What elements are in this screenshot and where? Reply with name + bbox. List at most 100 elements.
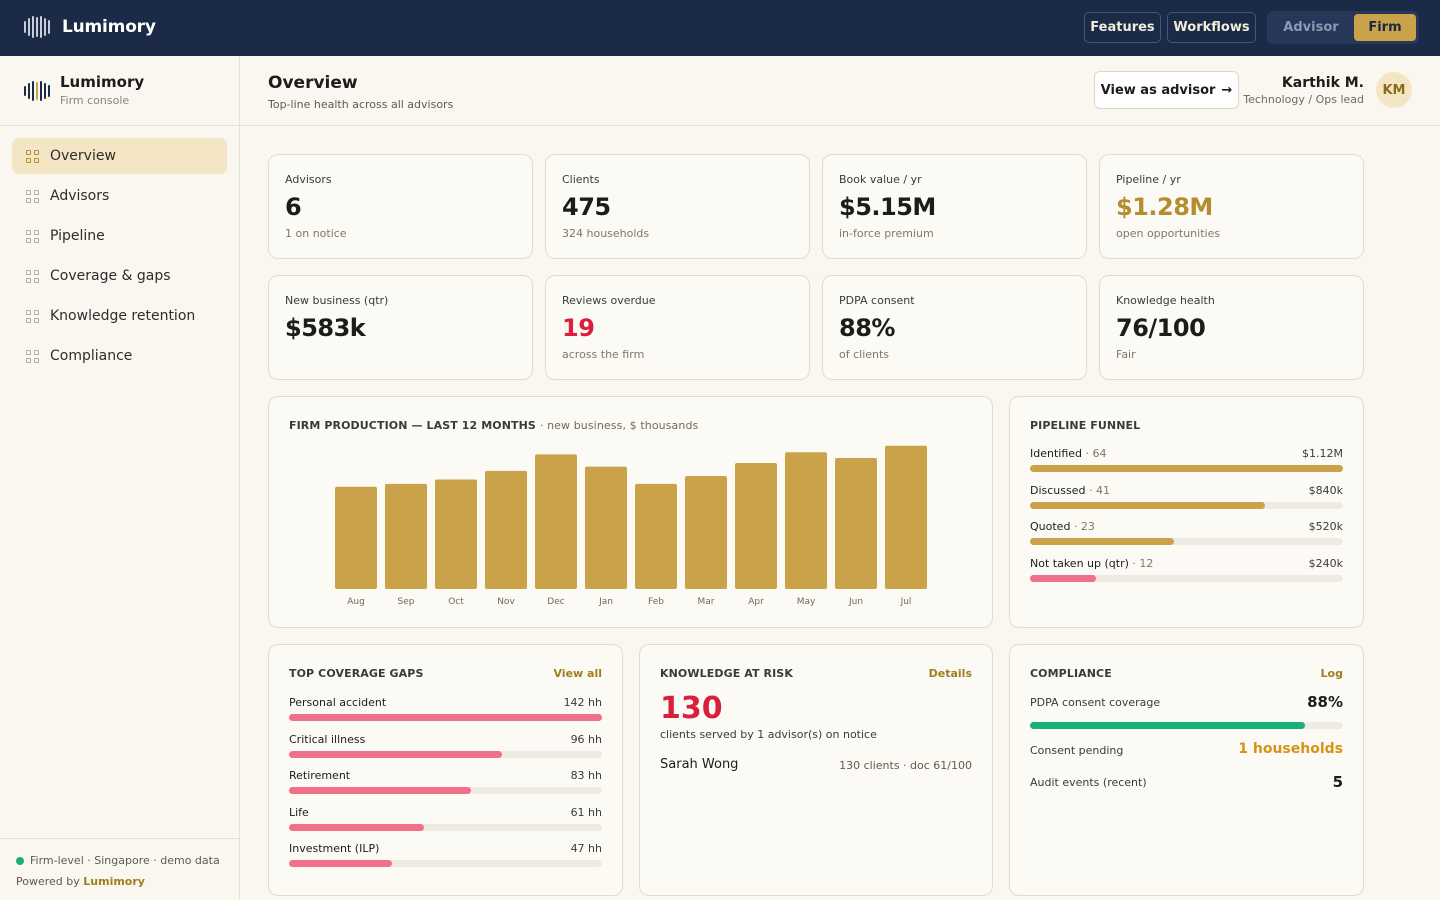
mode-switch: Advisor Firm (1267, 11, 1419, 44)
kpi-card-pipeline[interactable]: Pipeline / yr $1.28M open opportunities (1099, 154, 1364, 259)
sidebar-item-advisors[interactable]: Advisors (12, 178, 227, 214)
sidebar: Lumimory Firm console Overview Advisors … (0, 56, 240, 900)
advisor-name[interactable]: Sarah Wong (660, 757, 739, 772)
mode-advisor-tab[interactable]: Advisor (1283, 20, 1339, 35)
gaps-view-all-link[interactable]: View all (553, 667, 602, 680)
funnel-stage-label: Quoted · 23 (1030, 520, 1095, 533)
kpi-value: 475 (562, 193, 611, 221)
bar-jun[interactable] (835, 457, 877, 589)
gap-value: 142 hh (563, 696, 602, 709)
coverage-gaps-card: TOP COVERAGE GAPS View all Personal acci… (268, 644, 623, 896)
production-title-text: FIRM PRODUCTION — LAST 12 MONTHS (289, 419, 536, 432)
compliance-card: COMPLIANCE Log PDPA consent coverage 88%… (1009, 644, 1364, 896)
compliance-title: COMPLIANCE (1030, 667, 1112, 680)
sidebar-logo-icon (24, 80, 50, 102)
funnel-title: PIPELINE FUNNEL (1030, 419, 1141, 432)
view-as-advisor-label: View as advisor (1100, 82, 1216, 98)
view-as-advisor-button[interactable]: View as advisor → (1094, 71, 1239, 109)
row-label-text: Investment (ILP) (289, 842, 380, 855)
bar-jan[interactable] (585, 466, 627, 589)
gap-label: Investment (ILP) (289, 842, 379, 855)
production-chart-title: FIRM PRODUCTION — LAST 12 MONTHS · new b… (289, 419, 698, 432)
logo-icon (24, 16, 50, 38)
kpi-card-knowledge-health[interactable]: Knowledge health 76/100 Fair (1099, 275, 1364, 380)
row-label-text: Personal accident (289, 696, 387, 709)
gap-value: 47 hh (570, 842, 602, 855)
bar-aug[interactable] (335, 486, 377, 589)
kpi-value: 19 (562, 314, 595, 342)
row-label-text: Discussed (1030, 483, 1086, 497)
bar-sep[interactable] (385, 483, 427, 589)
funnel-stage-label: Not taken up (qtr) · 12 (1030, 557, 1153, 570)
top-bar: Lumimory Features Workflows Advisor Firm (0, 0, 1440, 56)
sidebar-item-overview[interactable]: Overview (12, 138, 227, 174)
row-count-text: · 12 (1132, 556, 1154, 570)
kpi-card-advisors[interactable]: Advisors 6 1 on notice (268, 154, 533, 259)
bar-apr[interactable] (735, 463, 777, 589)
tick-label: Oct (448, 597, 464, 607)
bar-jul[interactable] (885, 445, 927, 589)
sidebar-item-label: Compliance (50, 348, 133, 364)
kpi-card-reviews-overdue[interactable]: Reviews overdue 19 across the firm (545, 275, 810, 380)
sidebar-item-label: Overview (50, 148, 116, 164)
kpi-label: Reviews overdue (562, 294, 656, 307)
sidebar-item-label: Pipeline (50, 228, 105, 244)
workflows-button[interactable]: Workflows (1167, 12, 1256, 43)
bar-may[interactable] (785, 452, 827, 589)
kpi-card-book-value[interactable]: Book value / yr $5.15M in-force premium (822, 154, 1087, 259)
kpi-card-pdpa-consent[interactable]: PDPA consent 88% of clients (822, 275, 1087, 380)
sidebar-item-coverage[interactable]: Coverage & gaps (12, 258, 227, 294)
features-button[interactable]: Features (1084, 12, 1161, 43)
risk-details-link[interactable]: Details (928, 667, 972, 680)
sidebar-item-label: Advisors (50, 188, 110, 204)
brand[interactable]: Lumimory (24, 16, 156, 38)
kpi-value: 88% (839, 314, 895, 342)
bar-mar[interactable] (685, 475, 727, 589)
kpi-sub: 1 on notice (285, 227, 347, 240)
progress-track (1030, 574, 1343, 582)
kpi-sub: open opportunities (1116, 227, 1221, 240)
avatar[interactable]: KM (1376, 72, 1412, 108)
grid-icon (26, 309, 39, 323)
audit-events-label: Audit events (recent) (1030, 776, 1147, 789)
progress-fill (289, 714, 602, 721)
kpi-sub: of clients (839, 348, 890, 361)
tick-label: Sep (398, 597, 415, 607)
kpi-card-new-business[interactable]: New business (qtr) $583k (268, 275, 533, 380)
tick-label: Dec (547, 597, 564, 607)
kpi-value: 6 (285, 193, 302, 221)
progress-track (289, 714, 602, 721)
bar-nov[interactable] (485, 470, 527, 589)
sidebar-footer: Firm-level · Singapore · demo data Power… (0, 838, 239, 900)
bar-dec[interactable] (535, 454, 577, 589)
pipeline-funnel-card: PIPELINE FUNNEL Identified · 64 $1.12M Dis… (1009, 396, 1364, 628)
mode-firm-tab[interactable]: Firm (1354, 14, 1416, 41)
bar-feb[interactable] (635, 483, 677, 589)
tick-label: Feb (648, 597, 664, 607)
kpi-label: Clients (562, 173, 600, 186)
sidebar-item-pipeline[interactable]: Pipeline (12, 218, 227, 254)
arrow-right-icon: → (1221, 82, 1233, 98)
sidebar-item-compliance[interactable]: Compliance (12, 338, 227, 374)
production-subtitle-text: · new business, $ thousands (539, 419, 699, 432)
row-label-text: Retirement (289, 769, 351, 782)
progress-fill (289, 823, 424, 831)
powered-by-brand[interactable]: Lumimory (83, 875, 145, 888)
kpi-sub: in-force premium (839, 227, 934, 240)
kpi-card-clients[interactable]: Clients 475 324 households (545, 154, 810, 259)
kpi-label: Book value / yr (839, 173, 922, 186)
grid-icon (26, 349, 39, 363)
consent-pending-value[interactable]: 1 households (1238, 741, 1343, 757)
audit-events-value: 5 (1332, 773, 1343, 791)
kpi-label: New business (qtr) (285, 294, 389, 307)
compliance-log-link[interactable]: Log (1320, 667, 1343, 680)
tick-label: May (797, 597, 816, 607)
sidebar-item-knowledge[interactable]: Knowledge retention (12, 298, 227, 334)
bar-oct[interactable] (435, 479, 477, 589)
progress-track (289, 860, 602, 867)
kpi-label: Pipeline / yr (1116, 173, 1181, 186)
tick-label: Jul (900, 597, 912, 607)
production-bar-chart: Aug Sep Oct Nov Dec Jan Feb Mar Apr May Jun Jul (335, 445, 927, 607)
kpi-value: $1.28M (1116, 193, 1213, 221)
sidebar-item-label: Coverage & gaps (50, 268, 171, 284)
